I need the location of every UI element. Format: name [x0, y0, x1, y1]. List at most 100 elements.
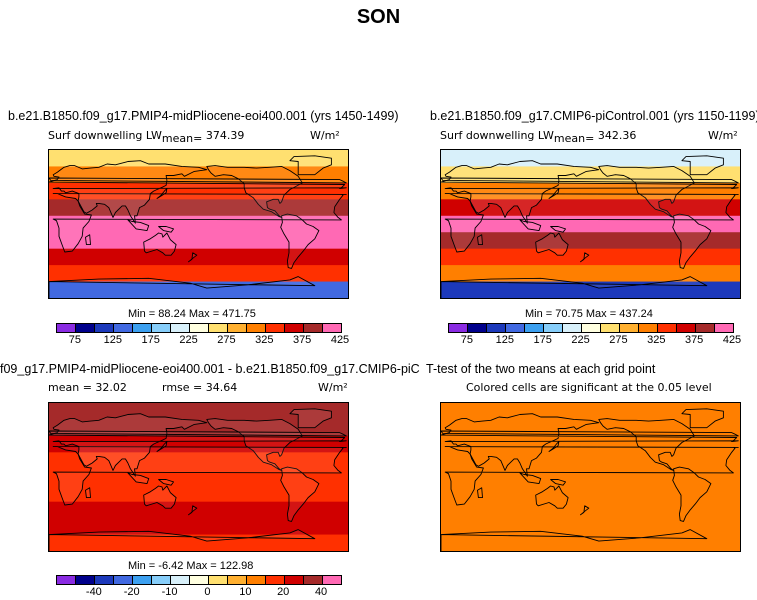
colorbar-cell	[209, 576, 228, 584]
colorbar-tick-label: 225	[179, 334, 198, 346]
colorbar-cell	[506, 324, 525, 332]
colorbar-tick-label: -10	[161, 586, 178, 598]
colorbar-tick-label: 375	[684, 334, 704, 346]
continent-outline	[156, 188, 168, 199]
panel1-var-label: Surf downwelling LWmean= 374.39	[48, 129, 245, 146]
continent-outline	[280, 466, 320, 522]
colorbar-cell	[76, 576, 95, 584]
continent-outline	[580, 252, 590, 263]
colorbar-cell	[95, 576, 114, 584]
colorbar-cell	[620, 324, 639, 332]
continent-outline	[127, 472, 150, 485]
continent-outline	[206, 165, 303, 218]
continent-outline	[85, 487, 91, 499]
colorbar-cell	[639, 324, 658, 332]
panel1-minmax: Min = 88.24 Max = 471.75	[128, 308, 256, 320]
zonal-band	[441, 182, 740, 200]
colorbar-cell	[190, 576, 209, 584]
colorbar-cell	[57, 324, 76, 332]
colorbar-tick-label: 425	[722, 334, 742, 346]
zonal-band	[49, 534, 348, 551]
zonal-band	[441, 232, 740, 250]
continent-outline	[550, 479, 567, 486]
colorbar-tick-label: 75	[68, 334, 82, 346]
continent-outline	[49, 160, 347, 224]
colorbar-cell	[95, 324, 114, 332]
continent-outline	[143, 485, 177, 509]
continent-outline	[598, 165, 695, 218]
zonal-band	[441, 248, 740, 266]
colorbar-tick-label: 20	[277, 586, 290, 598]
colorbar-cell	[171, 324, 190, 332]
continent-outline	[444, 446, 739, 506]
colorbar-cell	[696, 324, 715, 332]
panel1-map	[48, 149, 349, 299]
continent-outline	[477, 234, 483, 246]
continent-outline	[49, 430, 347, 437]
colorbar-tick-label: 125	[103, 334, 122, 346]
continent-outline	[441, 529, 708, 551]
colorbar-tick-label: 275	[217, 334, 236, 346]
colorbar-cell	[133, 576, 152, 584]
continent-outline	[672, 213, 712, 269]
zonal-band	[49, 435, 348, 453]
continent-outline	[535, 232, 569, 256]
panel2-colorbar	[448, 323, 734, 333]
panel2-title: b.e21.B1850.f09_g17.CMIP6-piControl.001 …	[430, 109, 757, 123]
continent-outline	[477, 487, 483, 499]
colorbar-cell	[487, 324, 506, 332]
continent-outline	[681, 408, 724, 429]
colorbar-cell	[304, 576, 323, 584]
colorbar-cell	[247, 324, 266, 332]
continent-outline	[143, 232, 177, 256]
continent-outline	[580, 505, 590, 516]
colorbar-cell	[601, 324, 620, 332]
colorbar-tick-label: 425	[330, 334, 350, 346]
colorbar-cell	[57, 576, 76, 584]
colorbar-tick-label: 325	[647, 334, 666, 346]
zonal-band	[49, 281, 348, 298]
panel4-subtitle: Colored cells are significant at the 0.0…	[466, 381, 712, 394]
continent-outline	[289, 155, 332, 176]
continent-outline	[535, 485, 569, 509]
panel2-units: W/m²	[708, 129, 738, 142]
panel3-colorbar	[56, 575, 342, 585]
zonal-band	[49, 265, 348, 283]
colorbar-cell	[152, 324, 171, 332]
colorbar-cell	[171, 576, 190, 584]
significance-field	[441, 403, 740, 551]
continent-outline	[441, 177, 739, 184]
continent-outline	[158, 226, 175, 233]
panel1-colorbar-ticks: 75 125 175 225 275 325 375 425	[56, 334, 349, 348]
colorbar-tick-label: 175	[533, 334, 552, 346]
colorbar-tick-label: 40	[314, 586, 328, 598]
colorbar-cell	[658, 324, 677, 332]
continent-outline	[598, 418, 695, 471]
zonal-band	[49, 199, 348, 217]
colorbar-tick-label: 225	[571, 334, 590, 346]
zonal-band	[441, 265, 740, 283]
colorbar-cell	[247, 576, 266, 584]
continent-outline	[206, 418, 303, 471]
colorbar-cell	[133, 324, 152, 332]
continent-outline	[188, 252, 198, 263]
colorbar-cell	[677, 324, 696, 332]
panel2-minmax: Min = 70.75 Max = 437.24	[525, 308, 653, 320]
continent-outline	[519, 472, 542, 485]
colorbar-cell	[285, 576, 304, 584]
colorbar-cell	[266, 576, 285, 584]
zonal-band	[49, 452, 348, 470]
panel3-title: f09_g17.PMIP4-midPliocene-eoi400.001 - b…	[0, 362, 420, 376]
colorbar-tick-label: -40	[85, 586, 102, 598]
colorbar-cell	[582, 324, 601, 332]
continent-outline	[85, 234, 91, 246]
colorbar-cell	[190, 324, 209, 332]
continent-outline	[550, 226, 567, 233]
panel1-colorbar	[56, 323, 342, 333]
continent-outline	[156, 441, 168, 452]
colorbar-tick-label: 75	[460, 334, 474, 346]
colorbar-tick-label: 175	[141, 334, 160, 346]
colorbar-tick-label: 375	[292, 334, 312, 346]
continent-outline	[548, 441, 560, 452]
colorbar-tick-label: -20	[123, 586, 140, 598]
